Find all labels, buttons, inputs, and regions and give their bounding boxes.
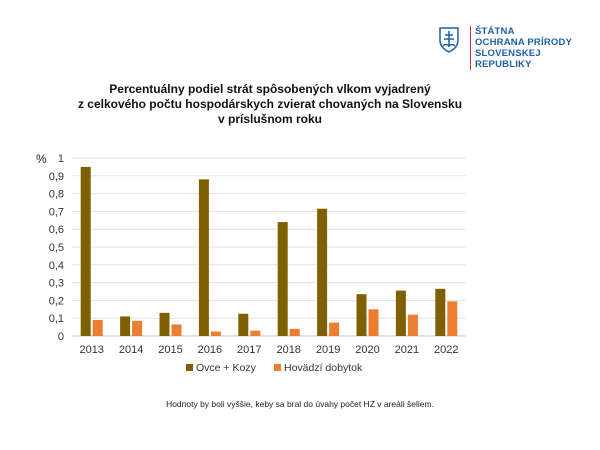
bar-ovce-kozy (238, 313, 249, 336)
y-tick-label: 0,9 (49, 171, 64, 183)
bar-hovadzi-dobytok (407, 314, 418, 336)
x-tick-label: 2015 (158, 344, 182, 356)
bar-ovce-kozy (198, 179, 209, 336)
bar-ovce-kozy (277, 222, 288, 336)
title-line: v príslušnom roku (217, 112, 323, 126)
bar-hovadzi-dobytok (92, 319, 103, 336)
bar-ovce-kozy (317, 208, 328, 336)
y-tick-label: 0,4 (49, 260, 64, 272)
y-tick-label: 0,8 (49, 189, 64, 201)
bar-hovadzi-dobytok (329, 322, 340, 336)
bar-ovce-kozy (395, 290, 406, 336)
bar-hovadzi-dobytok (368, 309, 379, 336)
x-tick-label: 2017 (237, 344, 261, 356)
bar-ovce-kozy (159, 312, 170, 336)
y-tick-label: 1 (58, 153, 64, 165)
footnote: Hodnoty by boli vyššie, keby sa bral do … (166, 399, 434, 409)
x-tick-label: 2022 (434, 344, 458, 356)
bar-ovce-kozy (120, 316, 131, 336)
logo-line: SLOVENSKEJ REPUBLIKY (474, 48, 541, 70)
bar-hovadzi-dobytok (171, 324, 182, 336)
logo-line: OCHRANA PRÍRODY (474, 37, 573, 48)
coat-of-arms-icon (439, 27, 459, 53)
bar-hovadzi-dobytok (289, 328, 300, 336)
bar-ovce-kozy (356, 294, 367, 336)
title-line: z celkového počtu hospodárskych zvierat … (77, 97, 463, 111)
y-tick-label: 0,5 (49, 242, 64, 254)
title-line: Percentuálny podiel strát spôsobených vl… (109, 82, 431, 96)
bar-hovadzi-dobytok (250, 330, 261, 336)
legend-label: Hovädzí dobytok (284, 362, 363, 374)
x-tick-label: 2020 (355, 344, 379, 356)
x-tick-label: 2019 (316, 344, 340, 356)
legend-label: Ovce + Kozy (196, 362, 257, 374)
x-tick-label: 2021 (395, 344, 419, 356)
y-tick-label: 0,6 (49, 224, 64, 236)
bar-hovadzi-dobytok (447, 301, 458, 336)
chart-title: Percentuálny podiel strát spôsobených vl… (60, 82, 480, 127)
x-tick-label: 2014 (119, 344, 143, 356)
bar-hovadzi-dobytok (210, 331, 221, 336)
y-tick-label: 0,7 (49, 206, 64, 218)
x-tick-label: 2016 (198, 344, 222, 356)
y-axis-label: % (36, 152, 47, 166)
y-tick-label: 0,2 (49, 295, 64, 307)
x-tick-label: 2018 (276, 344, 300, 356)
y-tick-label: 0,1 (49, 313, 64, 325)
logo-line: ŠTÁTNA (474, 26, 515, 37)
logo: ŠTÁTNA OCHRANA PRÍRODY SLOVENSKEJ REPUBL… (438, 26, 600, 70)
x-tick-label: 2013 (79, 344, 103, 356)
bar-ovce-kozy (435, 288, 446, 336)
y-tick-label: 0,3 (49, 278, 64, 290)
legend-swatch (186, 364, 193, 371)
legend-swatch (274, 364, 281, 371)
bar-hovadzi-dobytok (132, 320, 143, 336)
y-tick-label: 0 (58, 331, 64, 343)
bar-ovce-kozy (80, 166, 91, 336)
